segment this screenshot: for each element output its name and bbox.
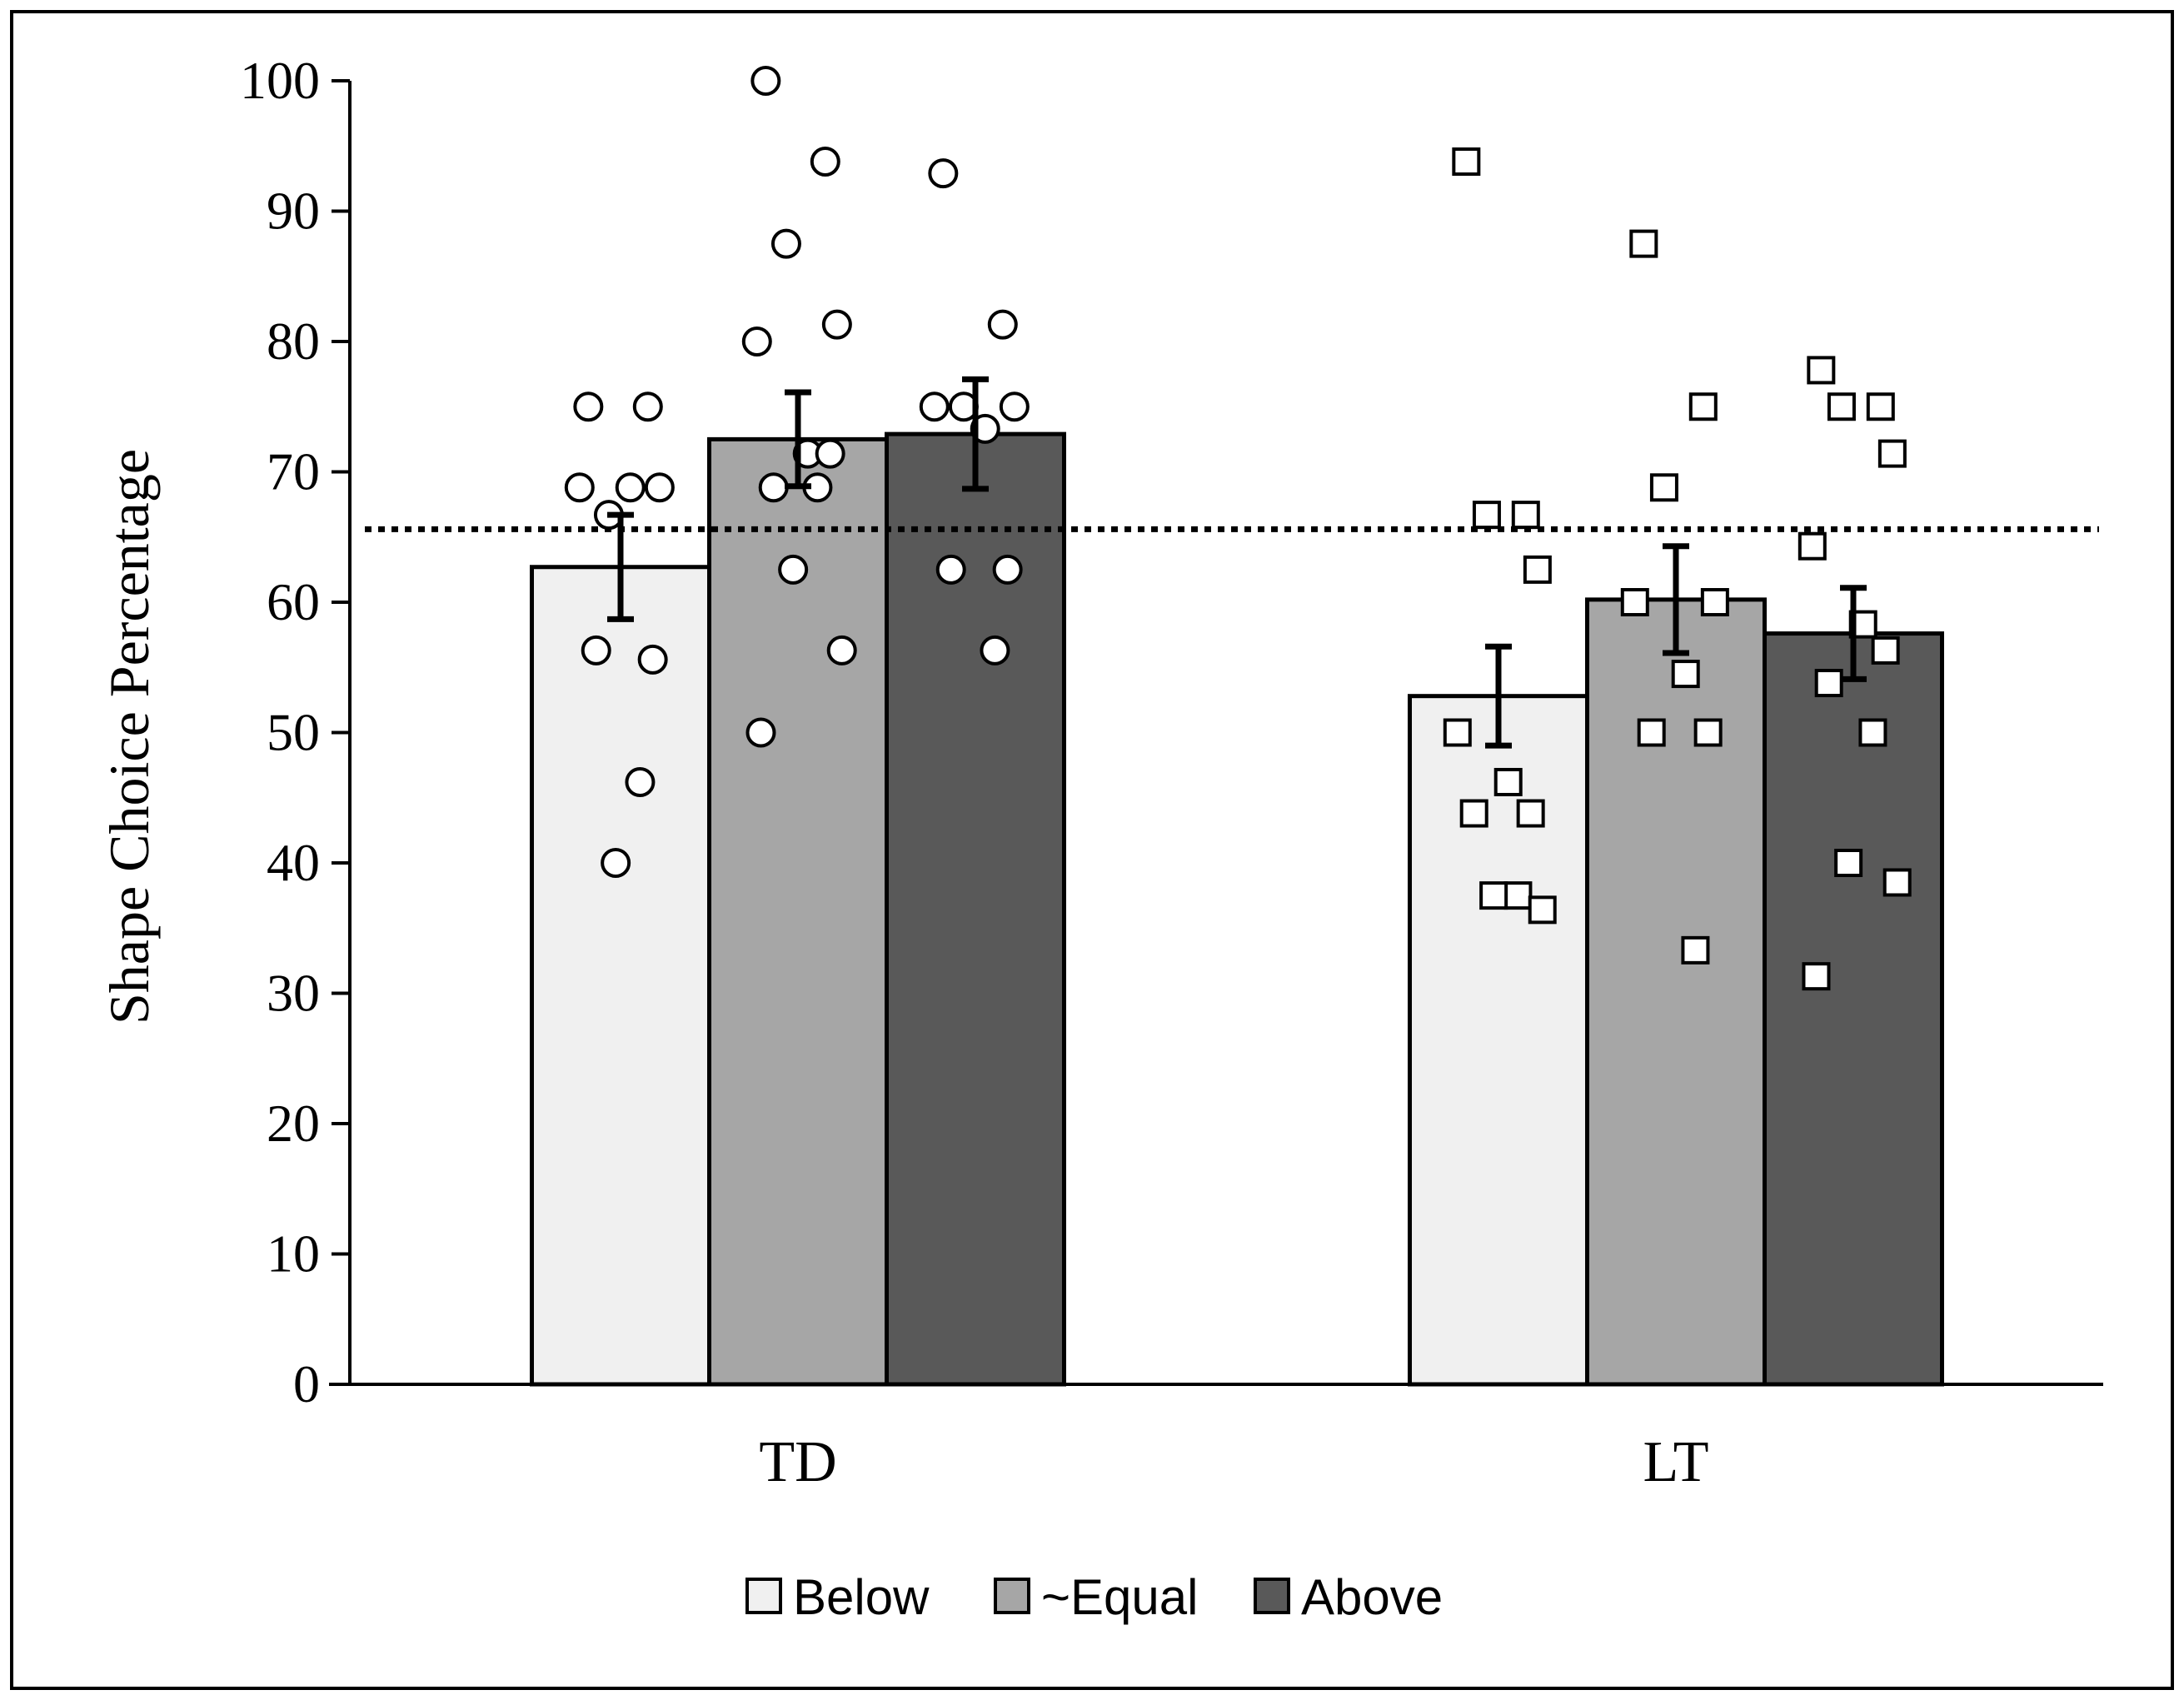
data-point-LT-Above — [1827, 392, 1856, 421]
data-point-LT-Above — [1807, 356, 1836, 385]
data-point-LT-~Equal — [1688, 392, 1718, 421]
data-point-LT-~Equal — [1637, 718, 1666, 747]
bar-LT-Below — [1408, 694, 1589, 1387]
data-point-TD-Above — [970, 413, 1000, 444]
data-point-TD-~Equal — [815, 438, 845, 469]
y-tick-label: 60 — [267, 572, 320, 631]
y-tick-label: 100 — [240, 51, 320, 110]
bar-TD-Above — [885, 431, 1066, 1387]
legend: Below ~Equal Above — [745, 1569, 1443, 1625]
data-point-LT-Below — [1472, 501, 1501, 530]
data-point-LT-Below — [1459, 799, 1488, 828]
data-point-TD-~Equal — [810, 147, 840, 177]
data-point-TD-~Equal — [745, 717, 776, 748]
data-point-LT-Below — [1493, 767, 1523, 796]
data-point-LT-Above — [1802, 962, 1831, 991]
data-point-LT-Below — [1503, 881, 1533, 910]
bar-LT-~Equal — [1585, 597, 1767, 1387]
data-point-LT-Below — [1511, 501, 1540, 530]
data-point-LT-~Equal — [1649, 473, 1678, 502]
data-point-LT-Above — [1814, 669, 1843, 698]
data-point-TD-Below — [625, 766, 656, 797]
data-point-TD-~Equal — [758, 472, 789, 503]
data-point-TD-Above — [992, 554, 1023, 585]
bar-TD-~Equal — [707, 436, 889, 1387]
data-point-TD-Above — [919, 391, 950, 422]
data-point-TD-Above — [987, 309, 1018, 340]
data-point-TD-Above — [980, 635, 1010, 666]
data-point-LT-Above — [1834, 849, 1863, 877]
data-point-LT-Below — [1516, 799, 1545, 828]
data-point-TD-Above — [935, 554, 966, 585]
data-point-LT-~Equal — [1681, 935, 1710, 965]
y-tick-label: 0 — [293, 1354, 320, 1413]
data-point-TD-Below — [637, 644, 668, 675]
data-point-LT-~Equal — [1629, 229, 1658, 258]
data-point-TD-~Equal — [750, 66, 781, 96]
data-point-LT-Above — [1882, 868, 1912, 897]
data-point-TD-Above — [928, 158, 959, 189]
data-point-TD-Below — [564, 472, 595, 503]
data-point-TD-Below — [615, 472, 646, 503]
data-point-LT-Above — [1798, 531, 1827, 561]
data-point-LT-~Equal — [1671, 660, 1700, 689]
plot-area: 0 10 20 30 40 50 60 70 80 90 100 Shape Choice Perce… — [97, 51, 2103, 1494]
y-tick-label: 30 — [267, 964, 320, 1023]
data-point-TD-~Equal — [826, 635, 857, 666]
data-point-TD-Below — [644, 472, 675, 503]
data-point-LT-Above — [1858, 718, 1887, 747]
data-point-LT-Below — [1523, 555, 1552, 584]
legend-label-Below: Below — [793, 1569, 930, 1625]
y-tick-label: 40 — [267, 833, 320, 892]
data-point-TD-~Equal — [770, 228, 801, 259]
y-tick-label: 50 — [267, 703, 320, 762]
y-tick-label: 10 — [267, 1224, 320, 1284]
category-label-TD: TD — [759, 1430, 836, 1494]
legend-swatch-Below — [745, 1578, 782, 1614]
data-point-TD-~Equal — [741, 327, 772, 356]
legend-swatch-Above — [1254, 1578, 1290, 1614]
data-point-LT-~Equal — [1700, 588, 1729, 616]
data-point-TD-Below — [632, 391, 663, 422]
legend-label-~Equal: ~Equal — [1041, 1569, 1199, 1625]
data-point-TD-~Equal — [821, 309, 852, 340]
data-point-LT-Below — [1479, 881, 1508, 910]
bar-LT-Above — [1763, 631, 1944, 1387]
bar-TD-Below — [530, 565, 711, 1387]
y-tick-label: 80 — [267, 312, 320, 371]
data-point-TD-Above — [999, 391, 1030, 422]
data-point-TD-Below — [581, 635, 611, 666]
y-tick-label: 70 — [267, 442, 320, 501]
data-point-LT-Below — [1528, 895, 1557, 925]
y-axis-title: Shape Choice Percentage — [97, 449, 161, 1024]
y-tick-label: 20 — [267, 1094, 320, 1153]
data-point-TD-Below — [573, 391, 604, 422]
data-point-LT-Below — [1452, 147, 1481, 177]
legend-swatch-~Equal — [994, 1578, 1030, 1614]
data-point-TD-~Equal — [778, 554, 809, 585]
data-point-LT-Above — [1877, 439, 1907, 468]
data-point-TD-Below — [601, 848, 631, 878]
category-label-LT: LT — [1643, 1430, 1708, 1494]
legend-label-Above: Above — [1301, 1569, 1443, 1625]
data-point-LT-Above — [1866, 392, 1895, 421]
data-point-LT-Above — [1871, 636, 1900, 665]
data-point-LT-~Equal — [1620, 588, 1649, 616]
data-point-LT-~Equal — [1693, 718, 1723, 747]
data-point-LT-Below — [1443, 718, 1472, 747]
y-tick-label: 90 — [267, 182, 320, 241]
